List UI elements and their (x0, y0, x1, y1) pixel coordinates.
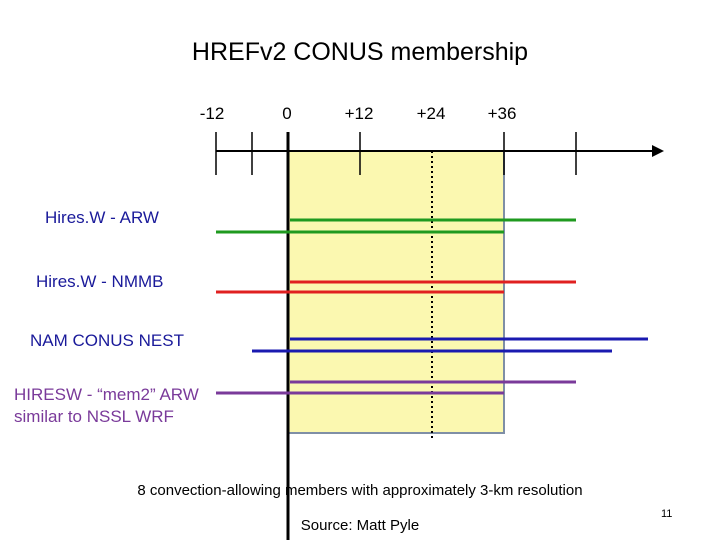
tick-label-plus-12: +12 (344, 104, 374, 123)
member-label-mem2: HIRESW - “mem2” ARW similar to NSSL WRF (14, 385, 199, 426)
tick-label-minus-12: -12 (199, 104, 225, 123)
slide-title: HREFv2 CONUS membership (191, 38, 529, 66)
source-credit: Source: Matt Pyle (300, 517, 420, 534)
tick-label-plus-24: +24 (416, 104, 446, 123)
member-label-nmmb: Hires.W - NMMB (36, 272, 164, 291)
time-axis-arrow-icon (652, 145, 664, 157)
member-label-arw: Hires.W - ARW (45, 208, 159, 227)
member-label-nam: NAM CONUS NEST (30, 331, 184, 350)
page-number: 11 (661, 508, 673, 520)
tick-label-plus-36: +36 (487, 104, 517, 123)
caption: 8 convection-allowing members with appro… (137, 482, 583, 499)
tick-label-0: 0 (282, 104, 292, 123)
